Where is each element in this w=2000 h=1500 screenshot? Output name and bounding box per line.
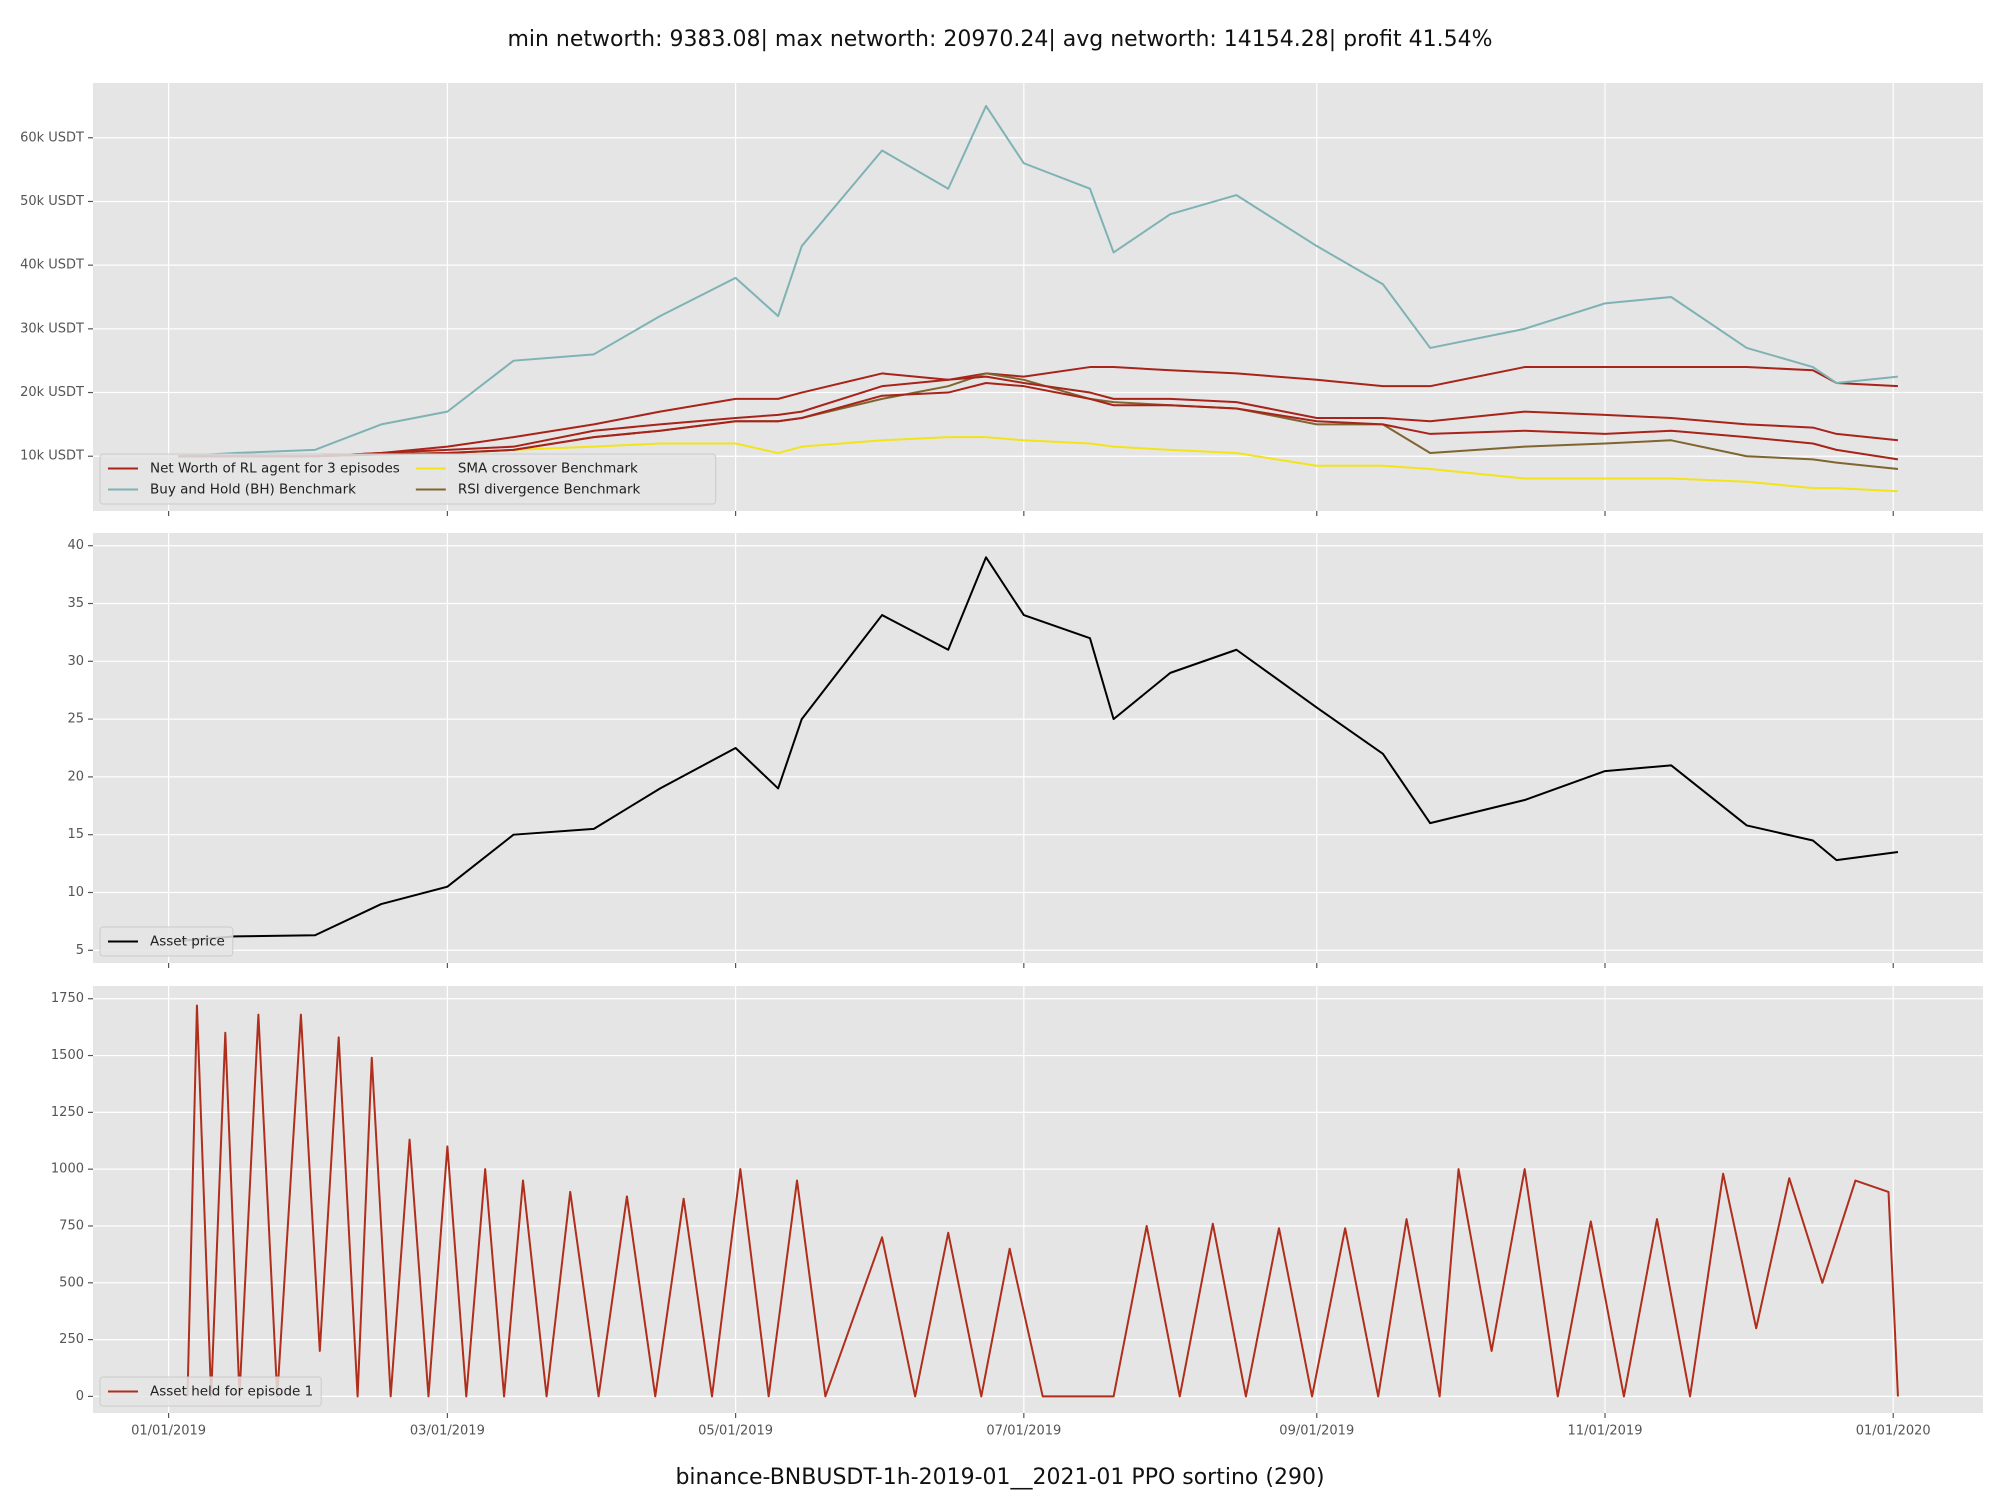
series-line [186,1004,1899,1398]
legend: Asset price [99,926,234,957]
series-line [178,366,1899,458]
x-tick-label: 05/01/2019 [698,1424,773,1439]
x-tick-label: 09/01/2019 [1279,1424,1354,1439]
y-tick-label: 1000 [51,1162,84,1177]
y-tick-label: 15 [67,827,84,842]
legend-label: Asset price [150,934,225,950]
x-tick-label: 01/01/2019 [131,1424,206,1439]
y-tick-label: 25 [67,712,84,727]
y-tick-label: 750 [59,1218,84,1233]
y-tick-label: 500 [59,1275,84,1290]
x-axis-label: binance-BNBUSDT-1h-2019-01__2021-01 PPO … [675,1465,1324,1490]
y-tick-label: 10 [67,885,84,900]
y-tick-label: 50k USDT [20,194,84,209]
legend: Net Worth of RL agent for 3 episodes Buy … [99,453,717,505]
legend: Asset held for episode 1 [99,1376,322,1407]
series-line [177,556,1899,943]
legend-label: RSI divergence Benchmark [458,482,641,498]
legend-label: Asset held for episode 1 [150,1384,313,1400]
y-tick-label: 60k USDT [20,130,84,145]
legend-label: Net Worth of RL agent for 3 episodes [150,461,400,477]
x-tick-label: 03/01/2019 [410,1424,485,1439]
y-tick-label: 1750 [51,991,84,1006]
x-tick-label: 11/01/2019 [1568,1424,1643,1439]
legend-box [99,1376,322,1407]
legend-box [99,453,717,505]
y-tick-label: 5 [76,943,84,958]
legend-label: SMA crossover Benchmark [458,461,638,477]
y-tick-label: 35 [67,596,84,611]
y-tick-label: 10k USDT [20,449,84,464]
series-line [178,381,1899,461]
y-tick-label: 250 [59,1332,84,1347]
x-tick-label: 07/01/2019 [986,1424,1061,1439]
series-line [178,375,1899,458]
y-tick-label: 20k USDT [20,385,84,400]
plot-background [93,533,1983,963]
x-tick-label: 01/01/2020 [1856,1424,1931,1439]
legend-label: Buy and Hold (BH) Benchmark [150,482,356,498]
figure-title: min networth: 9383.08| max networth: 209… [507,27,1492,52]
y-tick-label: 1500 [51,1048,84,1063]
y-tick-label: 0 [76,1389,84,1404]
y-tick-label: 30k USDT [20,321,84,336]
plot-background [93,986,1983,1413]
y-tick-label: 30 [67,654,84,669]
y-tick-label: 40k USDT [20,258,84,273]
legend-box [99,926,234,957]
y-tick-label: 40 [67,538,84,553]
y-tick-label: 20 [67,769,84,784]
series-line [177,104,1899,458]
y-tick-label: 1250 [51,1105,84,1120]
